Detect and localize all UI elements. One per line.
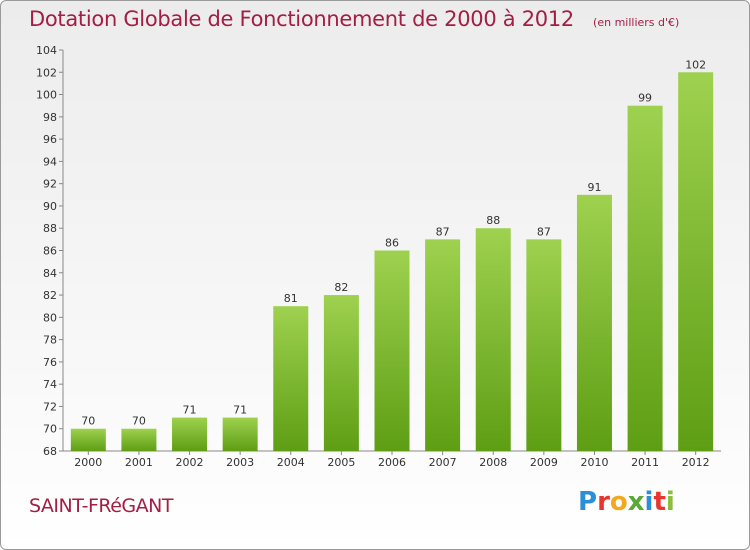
y-tick-label: 84 — [43, 267, 57, 280]
bar — [172, 417, 208, 451]
y-tick-label: 80 — [43, 311, 57, 324]
y-tick-label: 102 — [36, 66, 57, 79]
bar — [121, 428, 157, 451]
bar-value-label: 81 — [284, 292, 298, 305]
bar-value-label: 102 — [685, 58, 706, 71]
logo-letter: P — [578, 487, 598, 517]
logo-letter: t — [653, 487, 666, 517]
y-tick-label: 74 — [43, 378, 57, 391]
x-tick-label: 2001 — [125, 456, 153, 469]
chart-title-row: Dotation Globale de Fonctionnement de 20… — [29, 7, 679, 31]
proxiti-logo[interactable]: Proxiti — [578, 487, 675, 517]
bar — [678, 72, 714, 452]
bar-value-label: 70 — [81, 415, 95, 428]
x-tick-label: 2007 — [429, 456, 457, 469]
bar-value-label: 86 — [385, 237, 399, 250]
x-tick-label: 2002 — [176, 456, 204, 469]
y-tick-label: 96 — [43, 133, 57, 146]
logo-letter: i — [665, 487, 675, 517]
bar-value-label: 87 — [537, 225, 551, 238]
bar-value-label: 91 — [587, 181, 601, 194]
y-tick-label: 94 — [43, 155, 57, 168]
bar — [374, 250, 410, 451]
x-tick-label: 2010 — [580, 456, 608, 469]
x-tick-label: 2009 — [530, 456, 558, 469]
bar — [222, 417, 258, 451]
bar — [425, 239, 461, 451]
commune-name: SAINT-FRéGANT — [29, 495, 173, 517]
chart-unit: (en milliers d'€) — [593, 16, 680, 29]
logo-letter: o — [609, 487, 628, 517]
x-tick-label: 2004 — [277, 456, 305, 469]
y-tick-label: 68 — [43, 445, 57, 458]
y-tick-label: 88 — [43, 222, 57, 235]
x-tick-label: 2000 — [74, 456, 102, 469]
y-tick-label: 78 — [43, 334, 57, 347]
y-tick-label: 100 — [36, 89, 57, 102]
bar-value-label: 71 — [183, 404, 197, 417]
bar-value-label: 70 — [132, 415, 146, 428]
bar — [526, 239, 562, 451]
x-tick-label: 2012 — [682, 456, 710, 469]
bar — [70, 428, 106, 451]
y-tick-label: 86 — [43, 245, 57, 258]
y-tick-label: 90 — [43, 200, 57, 213]
x-tick-label: 2003 — [226, 456, 254, 469]
y-tick-label: 92 — [43, 178, 57, 191]
chart-title: Dotation Globale de Fonctionnement de 20… — [29, 7, 574, 31]
logo-letter: i — [644, 487, 654, 517]
x-tick-label: 2011 — [631, 456, 659, 469]
bar — [627, 105, 663, 451]
y-tick-label: 82 — [43, 289, 57, 302]
y-tick-label: 70 — [43, 423, 57, 436]
y-tick-label: 72 — [43, 400, 57, 413]
bar-value-label: 87 — [436, 225, 450, 238]
x-tick-label: 2006 — [378, 456, 406, 469]
x-tick-label: 2005 — [327, 456, 355, 469]
y-tick-label: 76 — [43, 356, 57, 369]
logo-letter: r — [597, 487, 610, 517]
bar — [323, 295, 359, 451]
bar-value-label: 88 — [486, 214, 500, 227]
bar — [576, 194, 612, 452]
x-tick-label: 2008 — [479, 456, 507, 469]
bar-value-label: 99 — [638, 92, 652, 105]
bar-value-label: 82 — [334, 281, 348, 294]
logo-letter: x — [627, 487, 645, 517]
bar — [475, 228, 511, 451]
y-tick-label: 98 — [43, 111, 57, 124]
bar — [273, 306, 309, 451]
y-tick-label: 104 — [36, 44, 57, 57]
bar-value-label: 71 — [233, 404, 247, 417]
